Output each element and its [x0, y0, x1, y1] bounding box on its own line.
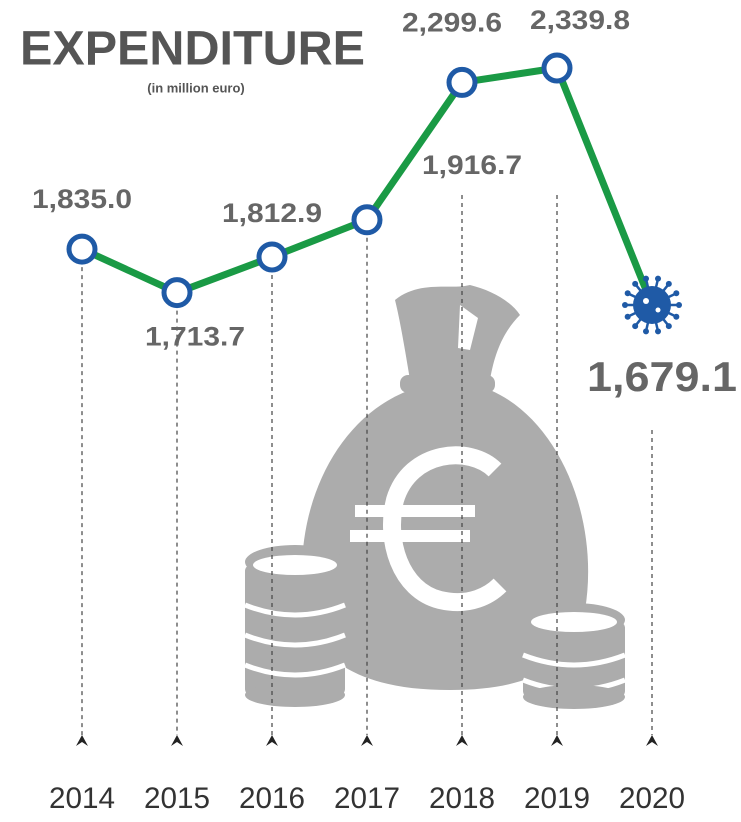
- x-tick-label: 2020: [619, 782, 685, 815]
- chart-title: EXPENDITURE: [20, 23, 365, 76]
- virus-tip: [655, 328, 662, 335]
- virus-tip: [673, 290, 680, 297]
- data-label: 2,299.6: [402, 8, 502, 38]
- chart-subtitle: (in million euro): [147, 80, 245, 95]
- virus-tip: [622, 302, 628, 308]
- virus-tip: [632, 280, 639, 287]
- virus-tip: [624, 290, 631, 297]
- data-label: 1,835.0: [32, 184, 132, 214]
- arrow-marker: [361, 735, 373, 746]
- virus-body: [633, 286, 671, 324]
- virus-marker: [622, 275, 682, 335]
- arrow-marker: [266, 735, 278, 746]
- virus-tip: [624, 313, 631, 320]
- data-point: [256, 241, 288, 273]
- arrow-marker: [646, 735, 658, 746]
- virus-dot: [643, 298, 649, 304]
- x-tick-label: 2014: [49, 782, 115, 815]
- virus-tip: [632, 323, 639, 330]
- x-tick-label: 2017: [334, 782, 400, 815]
- virus-tip: [665, 323, 672, 330]
- data-line: [80, 64, 656, 307]
- virus-tip: [676, 302, 682, 308]
- data-label: 1,679.1: [587, 353, 737, 400]
- data-point: [66, 233, 98, 265]
- virus-tip: [665, 280, 672, 287]
- arrow-marker: [76, 735, 88, 746]
- x-tick-label: 2018: [429, 782, 495, 815]
- data-point: [446, 66, 478, 98]
- data-point: [541, 52, 573, 84]
- arrow-marker: [456, 735, 468, 746]
- data-point: [161, 277, 193, 309]
- data-label: 2,339.8: [530, 5, 630, 35]
- money-illustration: [244, 285, 626, 709]
- x-tick-label: 2019: [524, 782, 590, 815]
- data-label: 1,713.7: [145, 322, 245, 352]
- virus-tip: [655, 275, 662, 282]
- virus-tip: [642, 328, 649, 335]
- data-label: 1,916.7: [422, 150, 522, 180]
- virus-dot: [655, 307, 661, 313]
- data-label: 1,812.9: [222, 198, 322, 228]
- x-tick-label: 2016: [239, 782, 305, 815]
- arrow-marker: [171, 735, 183, 746]
- virus-tip: [642, 275, 649, 282]
- virus-tip: [673, 313, 680, 320]
- data-point: [351, 204, 383, 236]
- arrow-marker: [551, 735, 563, 746]
- x-tick-label: 2015: [144, 782, 210, 815]
